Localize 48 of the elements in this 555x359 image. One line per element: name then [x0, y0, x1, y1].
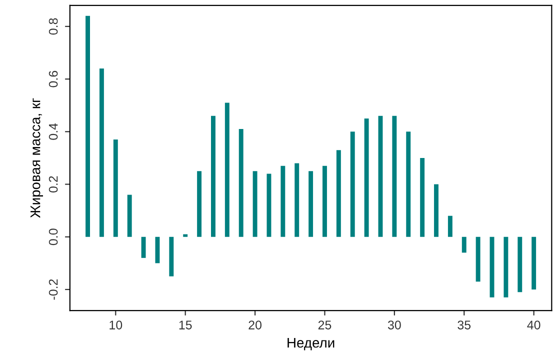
x-tick-label: 15: [179, 320, 192, 330]
bar: [350, 132, 355, 237]
x-tick-label: 40: [527, 320, 540, 330]
bar: [266, 174, 272, 237]
bar: [99, 68, 104, 237]
bar: [169, 236, 174, 276]
x-tick-label: 30: [388, 320, 401, 330]
x-tick-label: 20: [248, 320, 262, 330]
bar: [504, 236, 508, 298]
bar: [336, 150, 341, 237]
bar: [378, 116, 383, 237]
bar: [252, 171, 258, 237]
bar: [364, 118, 369, 237]
bar: [420, 158, 425, 237]
bar: [308, 171, 314, 237]
y-tick-label: 0.2: [48, 176, 58, 192]
bar: [490, 236, 494, 298]
bar: [280, 166, 286, 237]
bar: [197, 171, 202, 237]
bar: [238, 129, 244, 237]
bar: [155, 236, 160, 264]
y-tick-label: 0.8: [48, 18, 58, 35]
bar: [183, 234, 188, 237]
x-tick-label: 35: [458, 320, 471, 330]
bar: [210, 116, 216, 237]
bar: [224, 102, 230, 237]
bar: [518, 236, 522, 292]
bar: [127, 194, 132, 237]
y-tick-label: 0.4: [48, 123, 58, 140]
bar: [294, 163, 300, 237]
bar: [113, 140, 118, 237]
bar: [322, 166, 327, 237]
bar: [86, 16, 90, 237]
bar: [476, 236, 480, 282]
y-tick-label: 0.6: [48, 70, 58, 88]
bar: [532, 236, 536, 290]
y-axis-title: Жировая масса, кг: [30, 98, 43, 218]
bar: [406, 132, 411, 237]
bar: [434, 184, 438, 237]
bar: [392, 116, 397, 237]
x-tick-label: 10: [110, 320, 122, 330]
y-tick-label: 0.0: [48, 228, 58, 246]
bar: [462, 236, 466, 253]
bar: [448, 216, 452, 237]
y-tick-label: -0.2: [48, 279, 58, 300]
bar: [141, 236, 146, 258]
x-tick-label: 25: [318, 320, 332, 330]
x-axis-title: Недели: [288, 338, 334, 350]
